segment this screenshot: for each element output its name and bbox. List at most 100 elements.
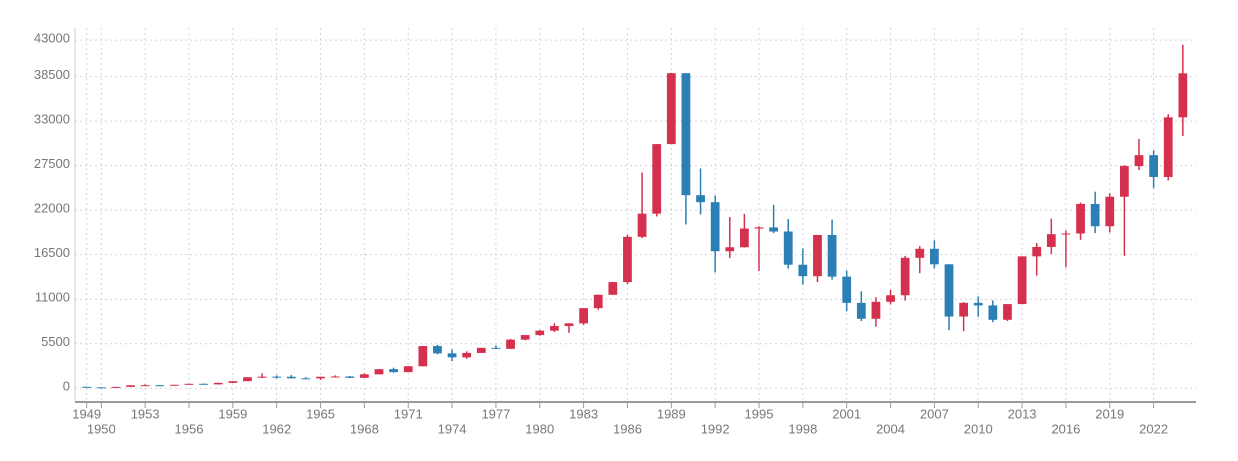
candle-body [228,381,238,383]
candle-body [652,144,662,214]
candle-body [82,386,92,388]
candle-body [740,228,749,248]
candle-body [637,213,647,237]
candle-body [506,339,515,349]
candle-body [535,330,545,336]
candle-body [930,248,939,265]
x-tick-label: 1956 [175,421,204,436]
candle-body [973,302,983,306]
x-tick-label: 1980 [525,421,554,436]
candle-body [1090,203,1100,227]
candle-body [798,264,808,277]
candle-body [856,302,866,319]
candle-body [360,374,369,378]
x-tick-label: 1986 [613,421,642,436]
x-tick-label: 2016 [1051,421,1080,436]
candle-body [710,202,720,252]
candle-body [286,376,296,379]
y-tick-label: 16500 [34,245,70,260]
y-tick-label: 38500 [34,67,70,82]
candle-body [915,248,925,258]
candle-body [1120,166,1129,197]
x-tick-label: 2022 [1139,421,1168,436]
candle-body [827,234,837,277]
candle-body [140,385,150,387]
candle-body [1046,234,1056,247]
candle-body [213,382,223,385]
y-tick-label: 5500 [41,334,70,349]
candle-body [418,346,428,367]
candle-body [725,247,735,252]
x-tick-label: 1971 [394,406,423,421]
candle-body [564,323,574,327]
candle-body [754,227,764,229]
x-tick-label: 2004 [876,421,905,436]
candle-body [257,376,267,378]
candle-body [330,376,340,378]
x-tick-label: 1949 [72,406,101,421]
x-tick-label: 1989 [657,406,686,421]
candle-body [520,335,530,340]
candle-body [272,376,282,378]
candle-body [96,387,106,389]
candle-body [155,385,165,387]
candle-body [1163,117,1173,177]
candle-body [433,346,442,354]
y-tick-label: 0 [63,379,70,394]
x-tick-label: 2001 [832,406,861,421]
candle-body [1017,256,1027,305]
candle-body [1105,196,1115,227]
candle-body [345,376,355,378]
candle-body [783,231,793,265]
x-tick-label: 1962 [262,421,291,436]
x-tick-label: 1965 [306,406,335,421]
y-tick-label: 33000 [34,112,70,127]
candle-body [666,73,676,145]
candle-body [1076,203,1085,234]
y-tick-label: 27500 [34,156,70,171]
y-tick-label: 11000 [35,290,70,305]
x-tick-label: 1998 [788,421,817,436]
candle-body [462,352,472,358]
candle-body [389,369,398,373]
candle-body [1134,155,1144,167]
x-tick-label: 1968 [350,421,379,436]
candle-body [696,195,705,203]
candle-body [126,385,135,387]
candle-body [111,386,121,388]
candle-body [476,347,486,353]
x-tick-label: 1983 [569,406,598,421]
candle-body [623,236,632,283]
candle-body [403,366,413,373]
candle-body [1178,73,1188,118]
candle-body [1149,155,1158,177]
candle-body [681,73,691,196]
x-tick-label: 2007 [920,406,949,421]
candle-body [374,369,384,375]
x-tick-label: 1992 [701,421,730,436]
candle-body [184,383,194,385]
x-tick-label: 1995 [745,406,774,421]
candle-body [593,294,603,309]
y-tick-label: 43000 [34,31,70,46]
candle-body [170,384,179,386]
x-tick-label: 2019 [1095,406,1124,421]
x-tick-label: 1974 [438,421,467,436]
candle-body [944,264,954,317]
y-tick-label: 22000 [34,201,70,216]
candle-body [301,378,311,380]
x-tick-label: 1977 [481,406,510,421]
candle-body [813,234,822,277]
x-tick-label: 1950 [87,421,116,436]
x-tick-label: 2010 [964,421,993,436]
candle-body [842,276,852,303]
candle-body [988,305,998,320]
candle-body [579,308,588,324]
candle-body [900,257,910,296]
candle-body [316,376,325,379]
candle-body [959,302,968,317]
candle-body [1061,233,1071,235]
candle-body [243,377,252,382]
x-tick-label: 1959 [218,406,247,421]
